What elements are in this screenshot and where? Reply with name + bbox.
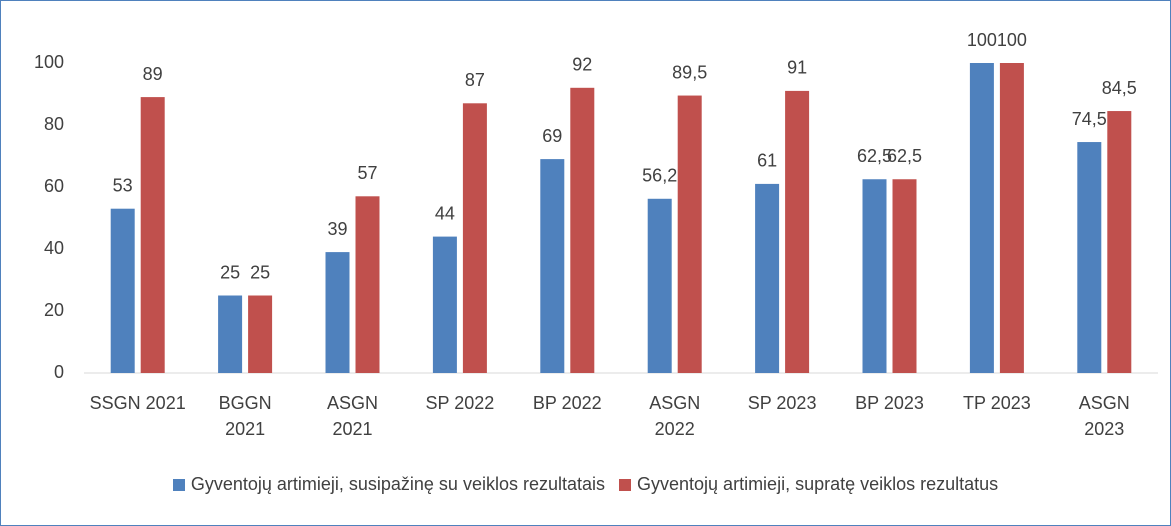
bar	[355, 196, 380, 373]
y-tick-label: 80	[44, 114, 64, 134]
value-label: 100	[997, 30, 1027, 50]
bar	[325, 252, 350, 373]
y-tick-label: 40	[44, 238, 64, 258]
x-tick-label: SP 2023	[747, 393, 817, 413]
legend-swatch	[619, 478, 632, 491]
bar	[969, 63, 994, 373]
bar	[110, 208, 135, 373]
legend-label: Gyventojų artimieji, susipažinę su veikl…	[190, 474, 606, 494]
bar	[1077, 142, 1102, 373]
x-tick-label: SSGN 2021	[89, 393, 186, 413]
value-label: 74,5	[1072, 109, 1107, 129]
value-label: 92	[572, 55, 592, 75]
x-tick-label: SP 2022	[425, 393, 495, 413]
bar	[462, 103, 487, 374]
value-label: 62,5	[887, 146, 922, 166]
value-label: 39	[327, 219, 347, 239]
x-tick-label: BP 2023	[855, 393, 924, 413]
bar	[570, 87, 595, 374]
x-tick-label: ASGN 2021	[326, 393, 378, 439]
value-label: 89,5	[672, 62, 707, 82]
x-tick-label: BP 2022	[532, 393, 602, 413]
y-tick-label: 60	[44, 176, 64, 196]
bar	[140, 97, 165, 373]
value-label: 53	[113, 175, 133, 195]
value-label: 100	[967, 30, 997, 50]
value-label: 62,5	[857, 146, 892, 166]
value-label: 87	[465, 70, 485, 90]
value-label: 69	[542, 126, 562, 146]
legend-item: Gyventojų artimieji, susipažinę su veikl…	[172, 474, 606, 495]
bar	[785, 90, 810, 374]
y-tick-label: 0	[54, 362, 64, 382]
legend-item: Gyventojų artimieji, supratę veiklos rez…	[619, 474, 998, 495]
bar	[677, 95, 702, 374]
bar	[755, 183, 780, 373]
bar	[432, 236, 457, 373]
bar	[862, 179, 887, 373]
legend: Gyventojų artimieji, susipažinę su veikl…	[0, 474, 1171, 495]
value-label: 25	[250, 262, 270, 282]
x-tick-label: BGGN 2021	[218, 393, 272, 439]
bar	[647, 198, 672, 373]
bar	[218, 295, 243, 373]
bar	[540, 159, 565, 373]
legend-label: Gyventojų artimieji, supratę veiklos rez…	[637, 474, 999, 494]
x-tick-label: ASGN 2023	[1078, 393, 1130, 439]
x-tick-label: ASGN 2022	[649, 393, 701, 439]
value-label: 84,5	[1102, 78, 1137, 98]
value-label: 89	[143, 64, 163, 84]
bar	[248, 295, 273, 373]
value-label: 91	[787, 58, 807, 78]
x-tick-label: TP 2023	[963, 393, 1031, 413]
bar	[892, 179, 917, 373]
bar	[1107, 111, 1132, 374]
legend-swatch	[172, 478, 185, 491]
value-label: 44	[435, 203, 455, 223]
value-label: 25	[220, 262, 240, 282]
value-label: 61	[757, 151, 777, 171]
y-tick-label: 20	[44, 300, 64, 320]
bar	[999, 63, 1024, 373]
value-label: 56,2	[642, 166, 677, 186]
y-tick-label: 100	[34, 52, 64, 72]
value-label: 57	[357, 163, 377, 183]
